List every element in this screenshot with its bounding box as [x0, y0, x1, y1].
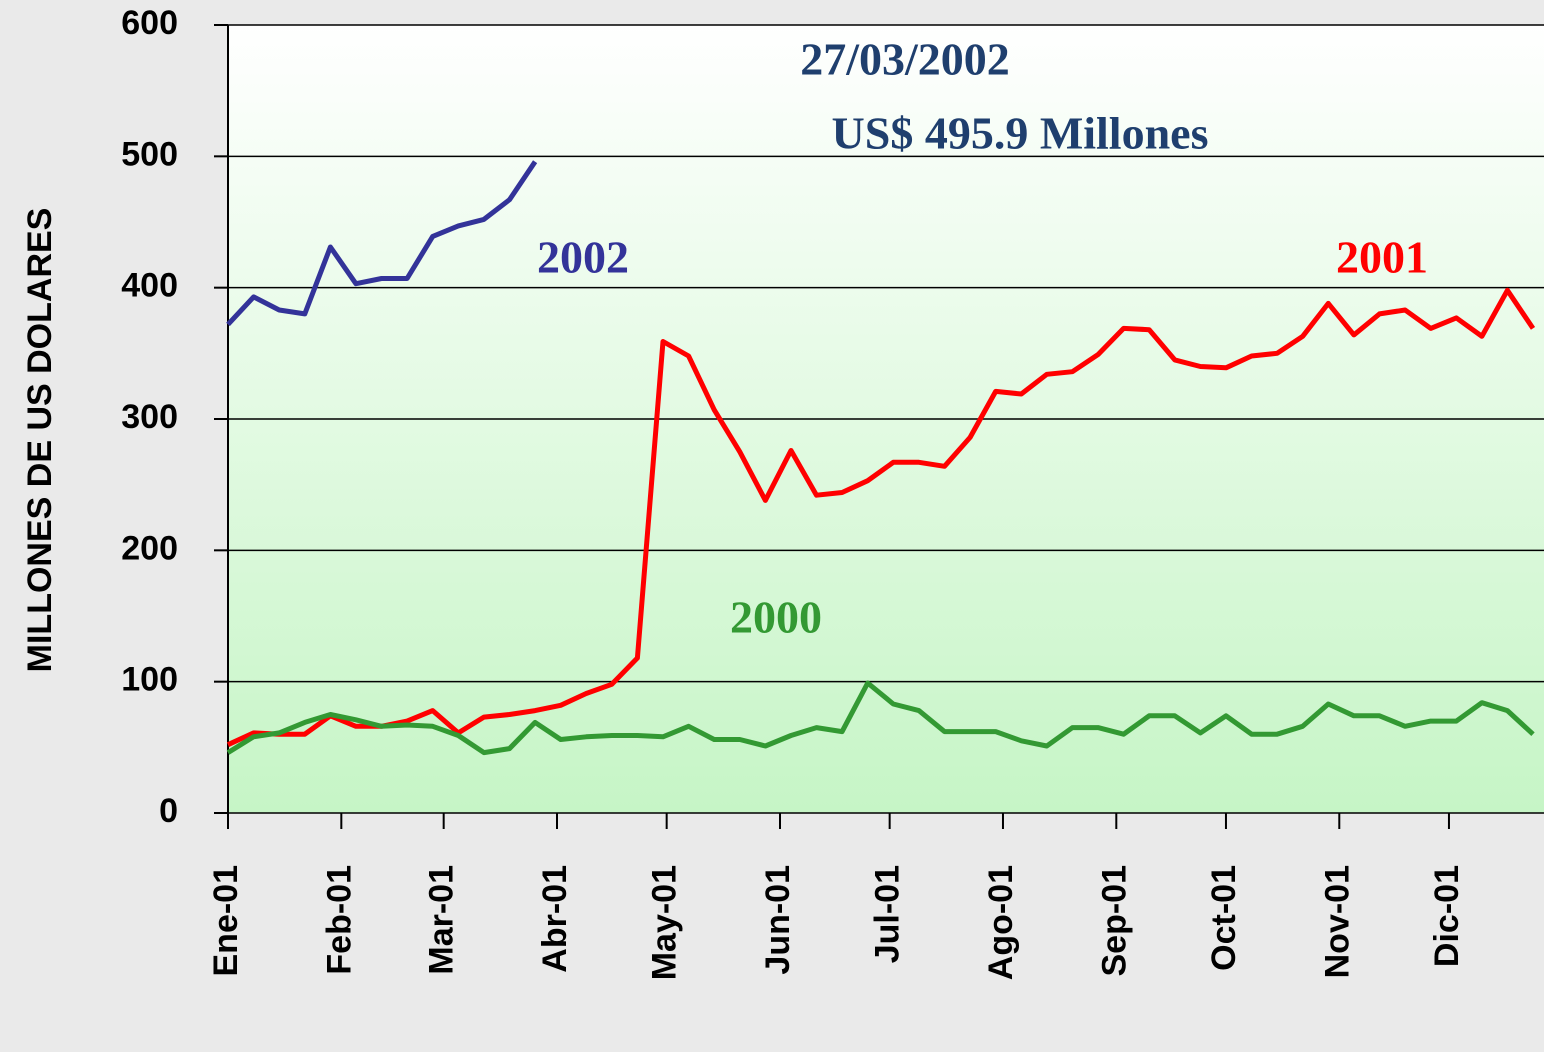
- x-tick-label: Abr-01: [536, 865, 574, 973]
- series-line: [226, 160, 538, 327]
- annotation: 27/03/2002: [800, 34, 1010, 85]
- x-tick-label: Feb-01: [320, 865, 358, 975]
- series-line: [226, 287, 1536, 747]
- x-tick-label: Jul-01: [869, 865, 907, 963]
- x-tick-label: Nov-01: [1318, 865, 1356, 978]
- y-tick-label: 100: [121, 661, 178, 699]
- x-tick-label: Oct-01: [1205, 865, 1243, 971]
- x-tick-label: Ene-01: [207, 865, 245, 977]
- y-axis-label: MILLONES DE US DOLARES: [21, 208, 59, 673]
- x-tick-label: Jun-01: [759, 865, 797, 975]
- series-label: 2000: [730, 592, 822, 643]
- x-tick-label: Mar-01: [423, 865, 461, 975]
- y-tick-label: 400: [121, 267, 178, 305]
- x-tick-label: Sep-01: [1095, 865, 1133, 977]
- y-tick-label: 0: [159, 792, 178, 830]
- series-label: 2002: [537, 232, 629, 283]
- y-tick-label: 600: [121, 4, 178, 42]
- annotation: US$ 495.9 Millones: [832, 108, 1209, 159]
- y-tick-label: 200: [121, 529, 178, 567]
- x-tick-label: Dic-01: [1428, 865, 1466, 967]
- x-tick-label: May-01: [646, 865, 684, 980]
- x-tick-label: Ago-01: [982, 865, 1020, 980]
- series-line: [226, 680, 1535, 756]
- y-tick-label: 500: [121, 135, 178, 173]
- y-tick-label: 300: [121, 398, 178, 436]
- series-label: 2001: [1336, 232, 1428, 283]
